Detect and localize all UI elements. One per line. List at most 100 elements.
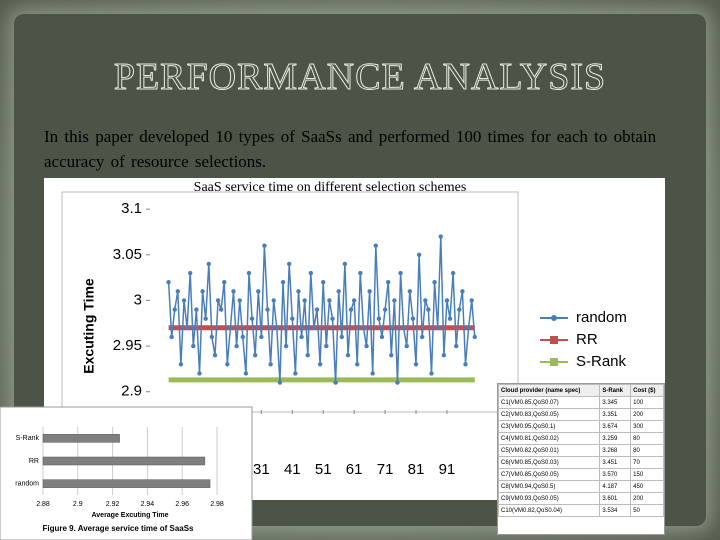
legend-swatch: [550, 336, 558, 344]
x-tick-label: 61: [346, 461, 363, 478]
data-point: [460, 289, 465, 294]
y-tick-label: 3.1: [121, 200, 142, 217]
data-point: [194, 307, 199, 312]
table: Cloud provider (name spec) S-Rank Cost ($)…: [497, 384, 664, 517]
data-point: [290, 316, 295, 321]
table-cell: C10(VM0.82,QoS0.04): [497, 504, 601, 517]
data-point: [252, 353, 258, 358]
data-point: [351, 298, 357, 303]
data-point: [166, 279, 171, 285]
data-point: [364, 343, 369, 349]
data-point: [184, 325, 190, 331]
y-tick-label: 3: [134, 291, 142, 308]
data-point: [469, 298, 474, 303]
data-point: [410, 316, 416, 321]
data-point: [367, 289, 372, 294]
data-point: [222, 279, 227, 285]
x-tick-label: 2.9: [73, 501, 83, 508]
data-point: [401, 325, 406, 331]
data-point: [324, 343, 329, 349]
y-tick-label: 3.05: [113, 246, 142, 263]
data-point: [200, 289, 205, 294]
data-point: [296, 289, 301, 294]
data-point: [286, 261, 292, 267]
slide-body: In this paper developed 10 types of SaaS…: [44, 127, 657, 171]
x-tick-label: 71: [377, 461, 394, 478]
legend-label: S-Rank: [576, 353, 627, 370]
data-point: [169, 334, 174, 340]
x-axis-label: Average Excuting Time: [91, 512, 168, 519]
data-point: [203, 316, 208, 321]
data-point: [262, 243, 267, 248]
table-cell: 3.351: [599, 408, 632, 421]
table-cell: C2(VM0.83,QoS0.05): [497, 408, 601, 421]
data-point: [317, 362, 323, 367]
data-point: [441, 353, 447, 358]
data-point: [283, 343, 289, 349]
data-point: [181, 298, 187, 303]
data-point: [259, 334, 264, 340]
x-tick-label: 91: [439, 461, 456, 478]
data-point: [389, 353, 394, 358]
x-tick-label: 2.98: [210, 501, 224, 508]
x-tick-label: 41: [284, 461, 301, 478]
table-cell: C4(VM0.81,QoS0.02): [497, 432, 601, 445]
data-point: [420, 334, 425, 340]
data-point: [398, 270, 403, 276]
data-point: [327, 298, 332, 303]
table-row: C10(VM0.82,QoS0.04) 3.534 50: [497, 504, 664, 517]
data-point: [336, 289, 341, 294]
data-point: [188, 270, 193, 276]
legend-swatch: [550, 358, 558, 366]
data-point: [274, 325, 280, 331]
data-point: [450, 270, 456, 276]
x-tick-label: 31: [253, 461, 270, 478]
data-point: [212, 353, 218, 358]
data-point: [457, 307, 462, 312]
table-row: C7(VM0.85,QoS0.05) 3.570 150: [497, 468, 664, 481]
data-point: [246, 270, 252, 276]
data-point: [197, 371, 202, 376]
data-point: [225, 362, 230, 367]
data-point: [395, 380, 400, 385]
data-point: [237, 298, 242, 303]
bar: [42, 456, 206, 466]
table-cell: 100: [630, 396, 664, 409]
series-line: [167, 236, 476, 383]
table-cell: 3.451: [599, 456, 632, 469]
data-point: [438, 234, 443, 239]
data-point: [444, 298, 450, 303]
data-point: [321, 279, 326, 285]
data-point: [330, 316, 335, 321]
data-point: [355, 362, 360, 367]
data-point: [373, 243, 379, 248]
table-cell: 70: [630, 456, 664, 469]
table-header: Cloud provider (name spec) S-Rank Cost ($): [497, 384, 664, 397]
data-point: [463, 362, 468, 367]
table-body: C1(VM0.85,QoS0.07) 3.345 100 C2(VM0.83,QoS0…: [497, 396, 664, 517]
table-cell: C5(VM0.82,QoS0.01): [497, 444, 601, 457]
table-cell: 80: [630, 444, 664, 457]
data-point: [435, 325, 440, 331]
data-point: [385, 279, 391, 285]
table-cell: 3.674: [599, 420, 632, 433]
table-cell: C8(VM0.94,QoS0.5): [497, 480, 601, 493]
x-tick-label: 2.88: [36, 501, 50, 508]
legend-label: RR: [576, 331, 598, 348]
data-point: [379, 334, 385, 340]
data-point: [392, 298, 397, 303]
x-tick-label: 2.92: [106, 501, 120, 508]
data-point: [342, 261, 348, 267]
table-row: C2(VM0.83,QoS0.05) 3.351 200: [497, 408, 664, 421]
data-point: [314, 307, 320, 312]
table-cell: C9(VM0.93,QoS0.05): [497, 492, 601, 505]
data-point: [228, 325, 233, 331]
data-point: [240, 334, 245, 340]
data-point: [268, 362, 273, 367]
data-point: [413, 362, 419, 367]
table-cell: 80: [630, 432, 664, 445]
table-cell: 300: [630, 420, 664, 433]
table-cell: 450: [630, 480, 664, 493]
column-header: Cloud provider (name spec): [497, 384, 601, 397]
table-row: C4(VM0.81,QoS0.02) 3.259 80: [497, 432, 664, 445]
